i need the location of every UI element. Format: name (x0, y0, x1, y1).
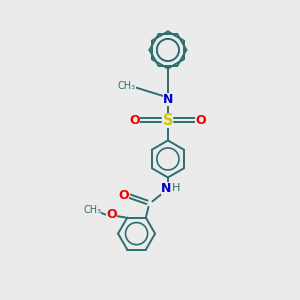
Text: N: N (161, 182, 172, 195)
Text: S: S (163, 112, 173, 128)
Text: N: N (163, 93, 173, 106)
Text: O: O (119, 189, 129, 202)
Text: CH₃: CH₃ (83, 205, 101, 215)
Text: H: H (172, 183, 181, 193)
Text: CH₃: CH₃ (118, 81, 136, 91)
Text: O: O (106, 208, 117, 221)
Text: O: O (196, 114, 206, 127)
Text: O: O (130, 114, 140, 127)
